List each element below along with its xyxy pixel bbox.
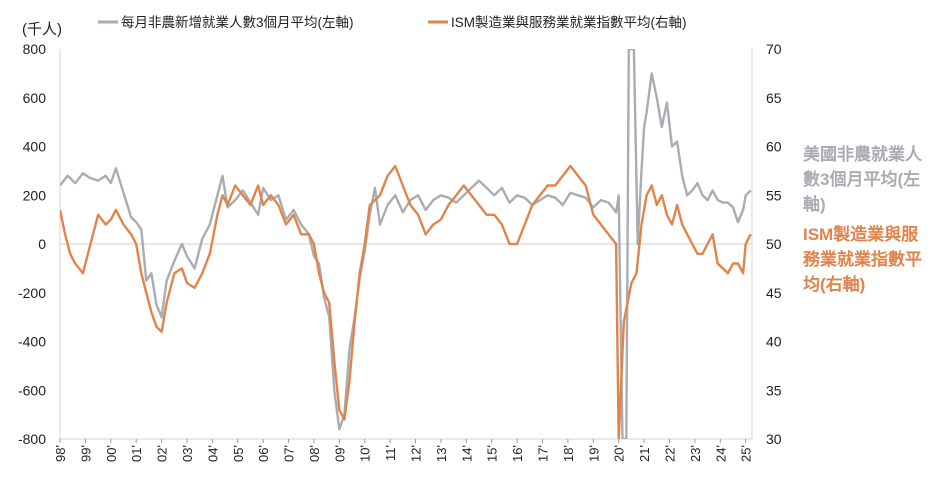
legend-label-orange: ISM製造業與服務業就業指數平均(右軸) <box>451 15 687 30</box>
series-nonfarm-line <box>60 49 752 439</box>
x-tick-label: 03' <box>180 445 195 462</box>
left-tick-label: 200 <box>23 187 47 203</box>
legend-label-gray: 每月非農新增就業人數3個月平均(左軸) <box>121 15 354 30</box>
x-tick-label: 16' <box>510 445 525 462</box>
right-tick-label: 50 <box>766 236 782 252</box>
x-tick-label: 14' <box>459 445 474 462</box>
x-tick-label: 19' <box>586 445 601 462</box>
series-layer <box>60 49 752 439</box>
right-tick-label: 30 <box>766 431 782 447</box>
x-tick-label: 23' <box>688 445 703 462</box>
right-tick-label: 35 <box>766 382 782 398</box>
x-tick-label: 04' <box>205 445 220 462</box>
x-tick-label: 09' <box>332 445 347 462</box>
right-tick-label: 55 <box>766 187 782 203</box>
annotation-nonfarm: 美國非農就業人數3個月平均(左軸) <box>803 145 922 214</box>
left-tick-label: 0 <box>38 236 46 252</box>
x-tick-label: 12' <box>409 445 424 462</box>
left-tick-label: 800 <box>23 41 47 57</box>
x-tick-label: 07' <box>282 445 297 462</box>
left-y-axis: -800 -600 -400 -200 0 200 400 600 800 <box>18 41 61 447</box>
left-tick-label: -200 <box>18 285 46 301</box>
x-tick-label: 10' <box>358 445 373 462</box>
left-tick-label: -400 <box>18 334 46 350</box>
x-tick-label: 18' <box>561 445 576 462</box>
y-axis-unit-label: (千人) <box>22 21 62 38</box>
x-axis: 98' 99' 00' 01' 02' 03' 04' 05' 06' 07' 08' 09' 10' 1… <box>53 243 754 462</box>
x-tick-label: 20' <box>612 445 627 462</box>
x-tick-label: 05' <box>231 445 246 462</box>
x-tick-label: 02' <box>155 445 170 462</box>
x-tick-label: 08' <box>307 445 322 462</box>
x-tick-label: 24' <box>713 445 728 462</box>
series-ism-line <box>60 164 752 439</box>
left-tick-label: -800 <box>18 431 46 447</box>
legend: 每月非農新增就業人數3個月平均(左軸) ISM製造業與服務業就業指數平均(右軸) <box>98 15 687 30</box>
x-tick-label: 98' <box>53 445 68 462</box>
x-tick-label: 00' <box>104 445 119 462</box>
x-tick-label: 17' <box>535 445 550 462</box>
x-tick-label: 06' <box>256 445 271 462</box>
right-tick-label: 45 <box>766 285 782 301</box>
annotation-ism: ISM製造業與服務業就業指數平均(右軸) <box>803 225 922 294</box>
right-tick-label: 40 <box>766 334 782 350</box>
right-tick-label: 70 <box>766 41 782 57</box>
right-y-axis: 30 35 40 45 50 55 60 65 70 <box>751 41 782 447</box>
x-tick-label: 25' <box>739 445 754 462</box>
x-tick-label: 01' <box>129 445 144 462</box>
x-tick-label: 21' <box>637 445 652 462</box>
x-tick-label: 11' <box>383 445 398 461</box>
x-tick-label: 15' <box>485 445 500 462</box>
left-tick-label: 400 <box>23 139 47 155</box>
left-tick-label: 600 <box>23 90 47 106</box>
left-tick-label: -600 <box>18 382 46 398</box>
x-tick-label: 99' <box>78 445 93 462</box>
right-tick-label: 65 <box>766 90 782 106</box>
x-tick-label: 13' <box>434 445 449 462</box>
right-tick-label: 60 <box>766 139 782 155</box>
x-tick-label: 22' <box>662 445 677 462</box>
